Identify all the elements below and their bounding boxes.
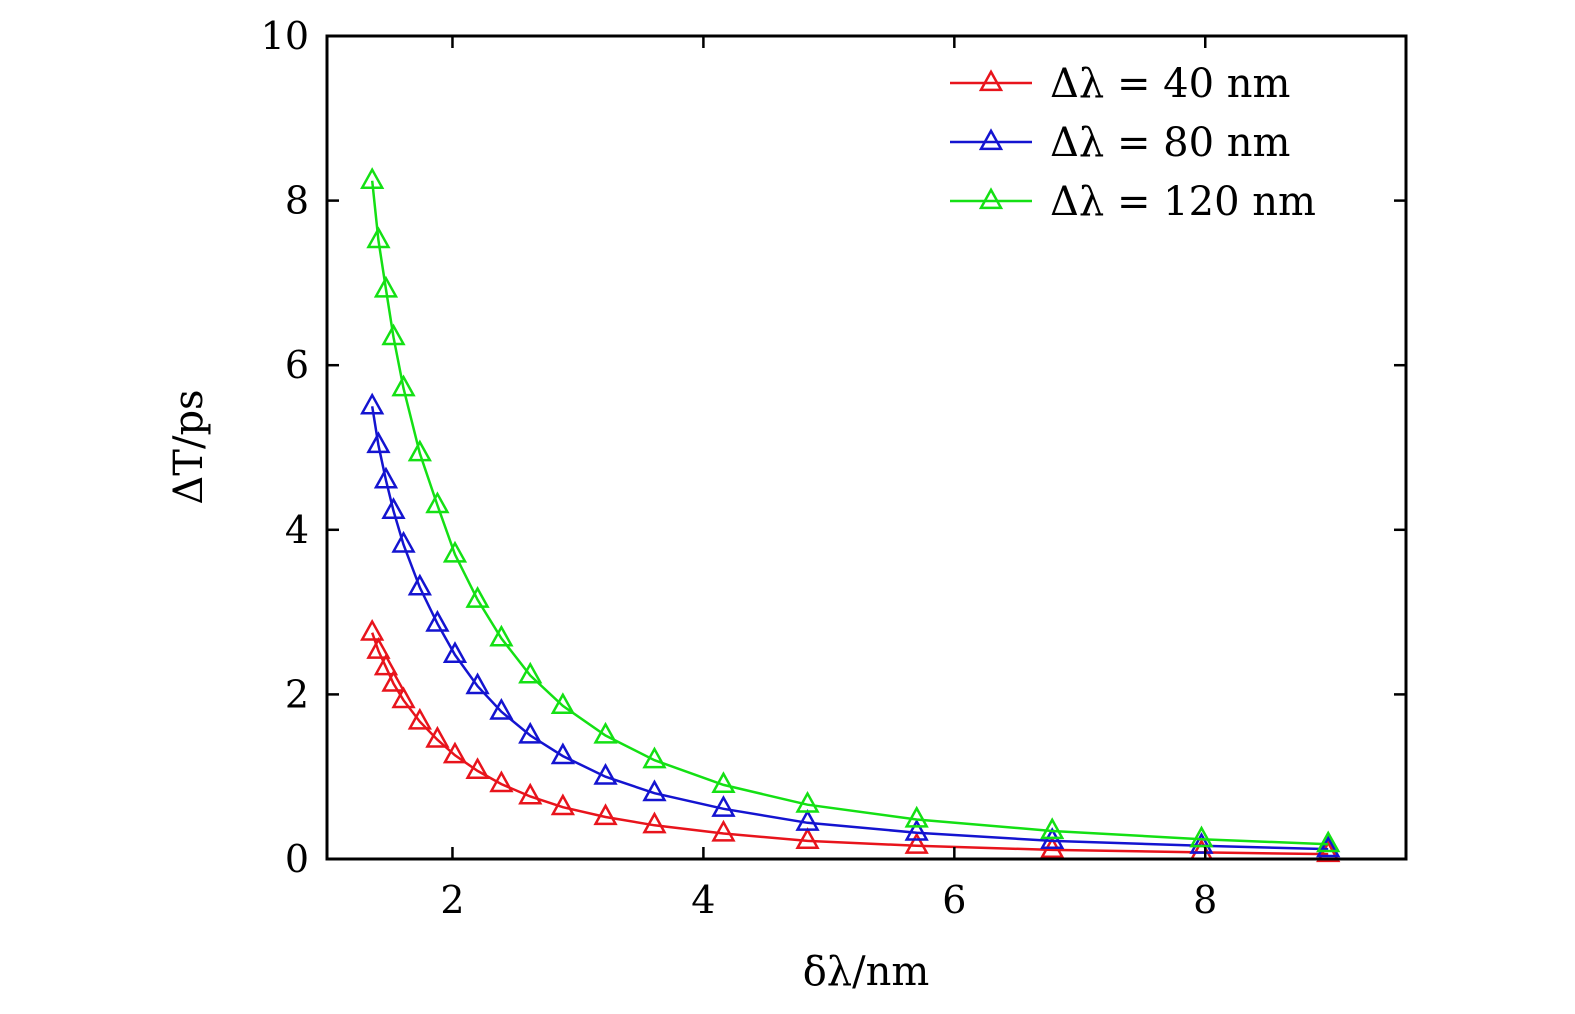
legend-label: Δλ = 80 nm (1050, 120, 1291, 166)
y-tick-label: 0 (285, 837, 309, 881)
data-point (795, 827, 820, 849)
data-point (550, 793, 575, 816)
data-point (425, 725, 450, 748)
data-point (795, 809, 820, 831)
data-point (711, 819, 736, 842)
data-point (442, 540, 468, 563)
data-point (1316, 830, 1341, 853)
data-point (366, 431, 391, 454)
data-point (1189, 838, 1214, 861)
series-3 (360, 167, 1341, 853)
series-line (371, 632, 1329, 856)
data-point (360, 167, 385, 189)
data-point (1189, 825, 1214, 848)
data-point (518, 782, 543, 805)
data-point (360, 618, 385, 641)
data-point (550, 742, 575, 765)
legend-marker (978, 69, 1004, 92)
x-tick-label: 4 (691, 878, 715, 922)
data-point (518, 661, 543, 684)
data-point (366, 226, 391, 249)
data-point (1189, 832, 1214, 854)
data-point (366, 637, 391, 659)
y-tick-label: 2 (285, 672, 309, 716)
data-point (407, 707, 432, 730)
data-point (795, 790, 820, 813)
data-point (373, 275, 399, 298)
y-tick-label: 10 (261, 14, 309, 58)
data-point (593, 721, 618, 744)
series-line (370, 406, 1329, 851)
data-point (442, 741, 468, 764)
data-point (711, 771, 736, 794)
data-point (642, 811, 667, 834)
legend-marker (978, 187, 1004, 210)
data-point (381, 669, 406, 692)
data-point (465, 586, 490, 608)
x-tick-label: 8 (1193, 878, 1217, 922)
data-point (1040, 817, 1065, 840)
data-point (407, 573, 432, 596)
data-point (904, 832, 929, 854)
data-point (1316, 835, 1341, 858)
data-point (425, 609, 450, 632)
data-point (642, 779, 667, 802)
legend-marker (978, 128, 1004, 151)
y-tick-label: 6 (285, 343, 309, 387)
y-axis-ticks: 0 2 4 6 8 10 (261, 14, 1406, 881)
legend-item: Δλ = 120 nm (950, 179, 1316, 225)
data-point (518, 721, 543, 744)
data-point (381, 323, 406, 346)
y-tick-label: 4 (285, 508, 309, 552)
data-point (465, 672, 490, 695)
data-point (489, 697, 514, 720)
data-point (550, 692, 575, 715)
data-point (391, 686, 416, 709)
legend-item: Δλ = 40 nm (950, 61, 1291, 107)
data-point (489, 770, 514, 793)
data-point (904, 818, 929, 841)
series-1 (360, 618, 1341, 863)
series-2 (360, 392, 1341, 858)
data-point (593, 803, 618, 826)
data-point (373, 466, 399, 489)
data-point (391, 530, 416, 553)
data-point (904, 805, 929, 828)
data-point (465, 757, 490, 780)
plot-data-layer (360, 167, 1341, 863)
legend-item: Δλ = 80 nm (950, 120, 1291, 166)
legend: Δλ = 40 nm Δλ = 80 nm Δλ = 120 nm (950, 61, 1316, 225)
x-tick-label: 2 (440, 878, 464, 922)
plot-frame (325, 34, 1408, 861)
y-tick-label: 8 (285, 179, 309, 223)
data-point (711, 795, 736, 817)
data-point (381, 497, 406, 519)
legend-label: Δλ = 40 nm (1050, 61, 1291, 107)
series-line (370, 180, 1329, 846)
data-point (360, 392, 385, 415)
legend-label: Δλ = 120 nm (1050, 179, 1316, 225)
data-point (593, 762, 618, 785)
y-axis-label: ΔT/ps (166, 389, 212, 504)
data-point (642, 746, 667, 769)
data-point (489, 624, 514, 647)
data-point (425, 491, 450, 514)
x-axis-label: δλ/nm (803, 949, 930, 995)
data-point (373, 653, 399, 676)
x-tick-label: 6 (942, 878, 966, 922)
data-point (391, 374, 416, 397)
data-point (407, 439, 432, 462)
x-axis-ticks: 2 4 6 8 (440, 36, 1217, 922)
data-point (442, 641, 468, 663)
